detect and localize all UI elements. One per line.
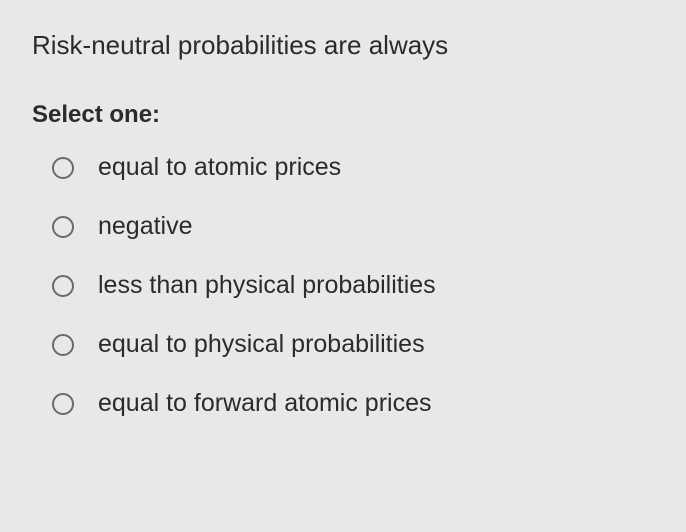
option-label[interactable]: equal to forward atomic prices [98,389,431,418]
option-label[interactable]: equal to atomic prices [98,153,341,182]
option-label[interactable]: less than physical probabilities [98,271,436,300]
select-one-prompt: Select one: [32,101,654,129]
radio-option-4[interactable] [52,393,74,415]
option-label[interactable]: equal to physical probabilities [98,330,425,359]
question-text: Risk-neutral probabilities are always [32,28,654,63]
option-row[interactable]: equal to atomic prices [52,153,654,182]
option-label[interactable]: negative [98,212,193,241]
radio-option-1[interactable] [52,216,74,238]
option-row[interactable]: less than physical probabilities [52,271,654,300]
radio-option-2[interactable] [52,275,74,297]
radio-option-3[interactable] [52,334,74,356]
option-row[interactable]: equal to forward atomic prices [52,389,654,418]
option-row[interactable]: negative [52,212,654,241]
radio-option-0[interactable] [52,157,74,179]
options-group: equal to atomic prices negative less tha… [32,153,654,418]
option-row[interactable]: equal to physical probabilities [52,330,654,359]
